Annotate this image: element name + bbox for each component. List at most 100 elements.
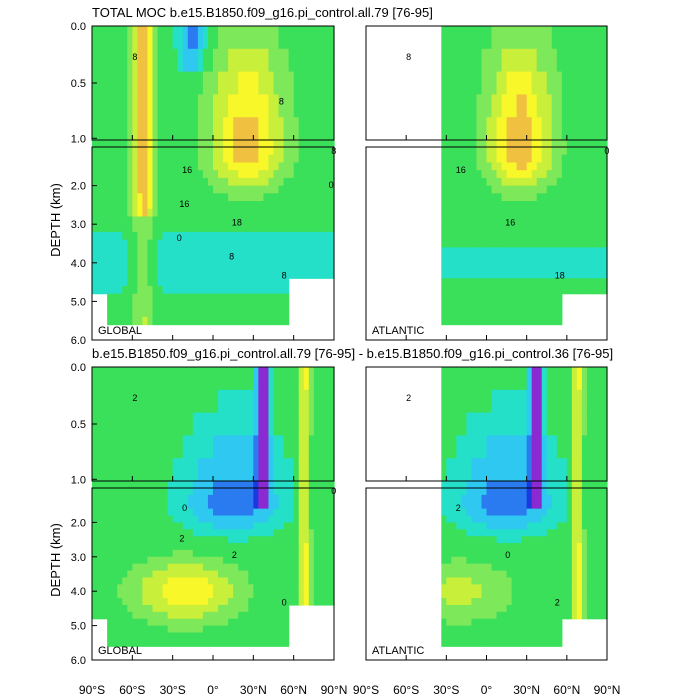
field-cell (132, 162, 138, 171)
field-cell (268, 458, 275, 482)
field-cell (526, 71, 533, 95)
field-cell (102, 255, 108, 264)
field-cell (303, 412, 310, 436)
field-cell (92, 577, 98, 585)
field-cell (328, 262, 335, 272)
field-cell (581, 48, 588, 73)
field-cell (491, 577, 498, 585)
field-cell (192, 556, 199, 565)
field-cell (283, 71, 290, 95)
field-cell (127, 611, 133, 620)
field-cell (328, 522, 335, 530)
field-cell (491, 285, 498, 295)
field-cell (561, 412, 568, 436)
field-cell (243, 412, 249, 436)
field-cell (162, 316, 169, 326)
field-cell (112, 177, 118, 187)
field-cell (268, 316, 275, 326)
field-cell (451, 177, 457, 187)
field-cell (187, 570, 194, 579)
field-cell (441, 367, 447, 391)
field-cell (107, 247, 113, 256)
field-cell (556, 301, 563, 310)
field-cell (541, 48, 548, 73)
field-cell (308, 458, 315, 482)
field-cell (501, 529, 508, 537)
field-cell (466, 412, 473, 436)
field-cell (202, 94, 209, 118)
field-cell (258, 255, 265, 264)
field-cell (162, 154, 169, 164)
field-cell (491, 26, 498, 50)
field-cell (586, 201, 593, 210)
field-cell (137, 316, 144, 326)
field-cell (147, 285, 154, 295)
field-cell (147, 316, 154, 326)
field-cell (127, 278, 133, 287)
field-cell (601, 48, 608, 73)
field-cell (521, 301, 528, 310)
field-cell (536, 508, 543, 517)
field-cell (461, 193, 468, 202)
field-cell (521, 598, 528, 606)
field-cell (182, 270, 189, 279)
field-cell (283, 48, 290, 73)
field-cell (268, 94, 275, 118)
field-cell (456, 570, 462, 579)
field-cell (303, 239, 310, 248)
field-cell (506, 591, 513, 599)
field-cell (571, 591, 578, 599)
field-cell (516, 255, 523, 264)
field-cell (278, 529, 285, 537)
field-cell (586, 26, 593, 50)
field-cell (491, 117, 498, 141)
field-cell (441, 293, 447, 302)
field-cell (308, 231, 315, 241)
field-cell (441, 48, 447, 73)
field-cell (476, 224, 483, 233)
field-cell (127, 170, 133, 179)
field-cell (233, 262, 239, 272)
field-cell (566, 515, 573, 523)
field-cell (446, 570, 452, 579)
field-cell (182, 224, 189, 233)
field-cell (132, 515, 138, 523)
field-cell (491, 515, 498, 523)
field-cell (451, 494, 457, 503)
field-cell (566, 522, 573, 530)
field-cell (456, 239, 462, 248)
field-cell (253, 316, 259, 326)
field-cell (441, 611, 447, 620)
field-cell (521, 185, 528, 194)
field-cell (92, 162, 98, 171)
field-cell (97, 154, 103, 164)
field-cell (446, 529, 452, 537)
field-cell (112, 247, 118, 256)
field-cell (526, 458, 533, 482)
field-cell (197, 556, 204, 565)
field-cell (147, 549, 154, 558)
field-cell (213, 584, 219, 592)
field-cell (446, 632, 452, 640)
field-cell (122, 316, 128, 326)
field-cell (591, 563, 598, 572)
field-cell (506, 154, 513, 164)
field-cell (268, 591, 275, 599)
field-cell (218, 591, 224, 599)
field-cell (167, 584, 174, 592)
field-cell (561, 458, 568, 482)
field-cell (501, 48, 508, 73)
field-cell (218, 48, 224, 73)
field-cell (466, 625, 473, 634)
field-cell (278, 285, 285, 295)
field-cell (571, 501, 578, 510)
field-cell (541, 598, 548, 606)
field-cell (122, 618, 128, 627)
field-cell (112, 239, 118, 248)
field-cell (187, 140, 194, 156)
field-cell (596, 239, 603, 248)
field-cell (263, 255, 270, 264)
field-cell (451, 48, 457, 73)
field-cell (152, 632, 159, 640)
field-cell (197, 584, 204, 592)
